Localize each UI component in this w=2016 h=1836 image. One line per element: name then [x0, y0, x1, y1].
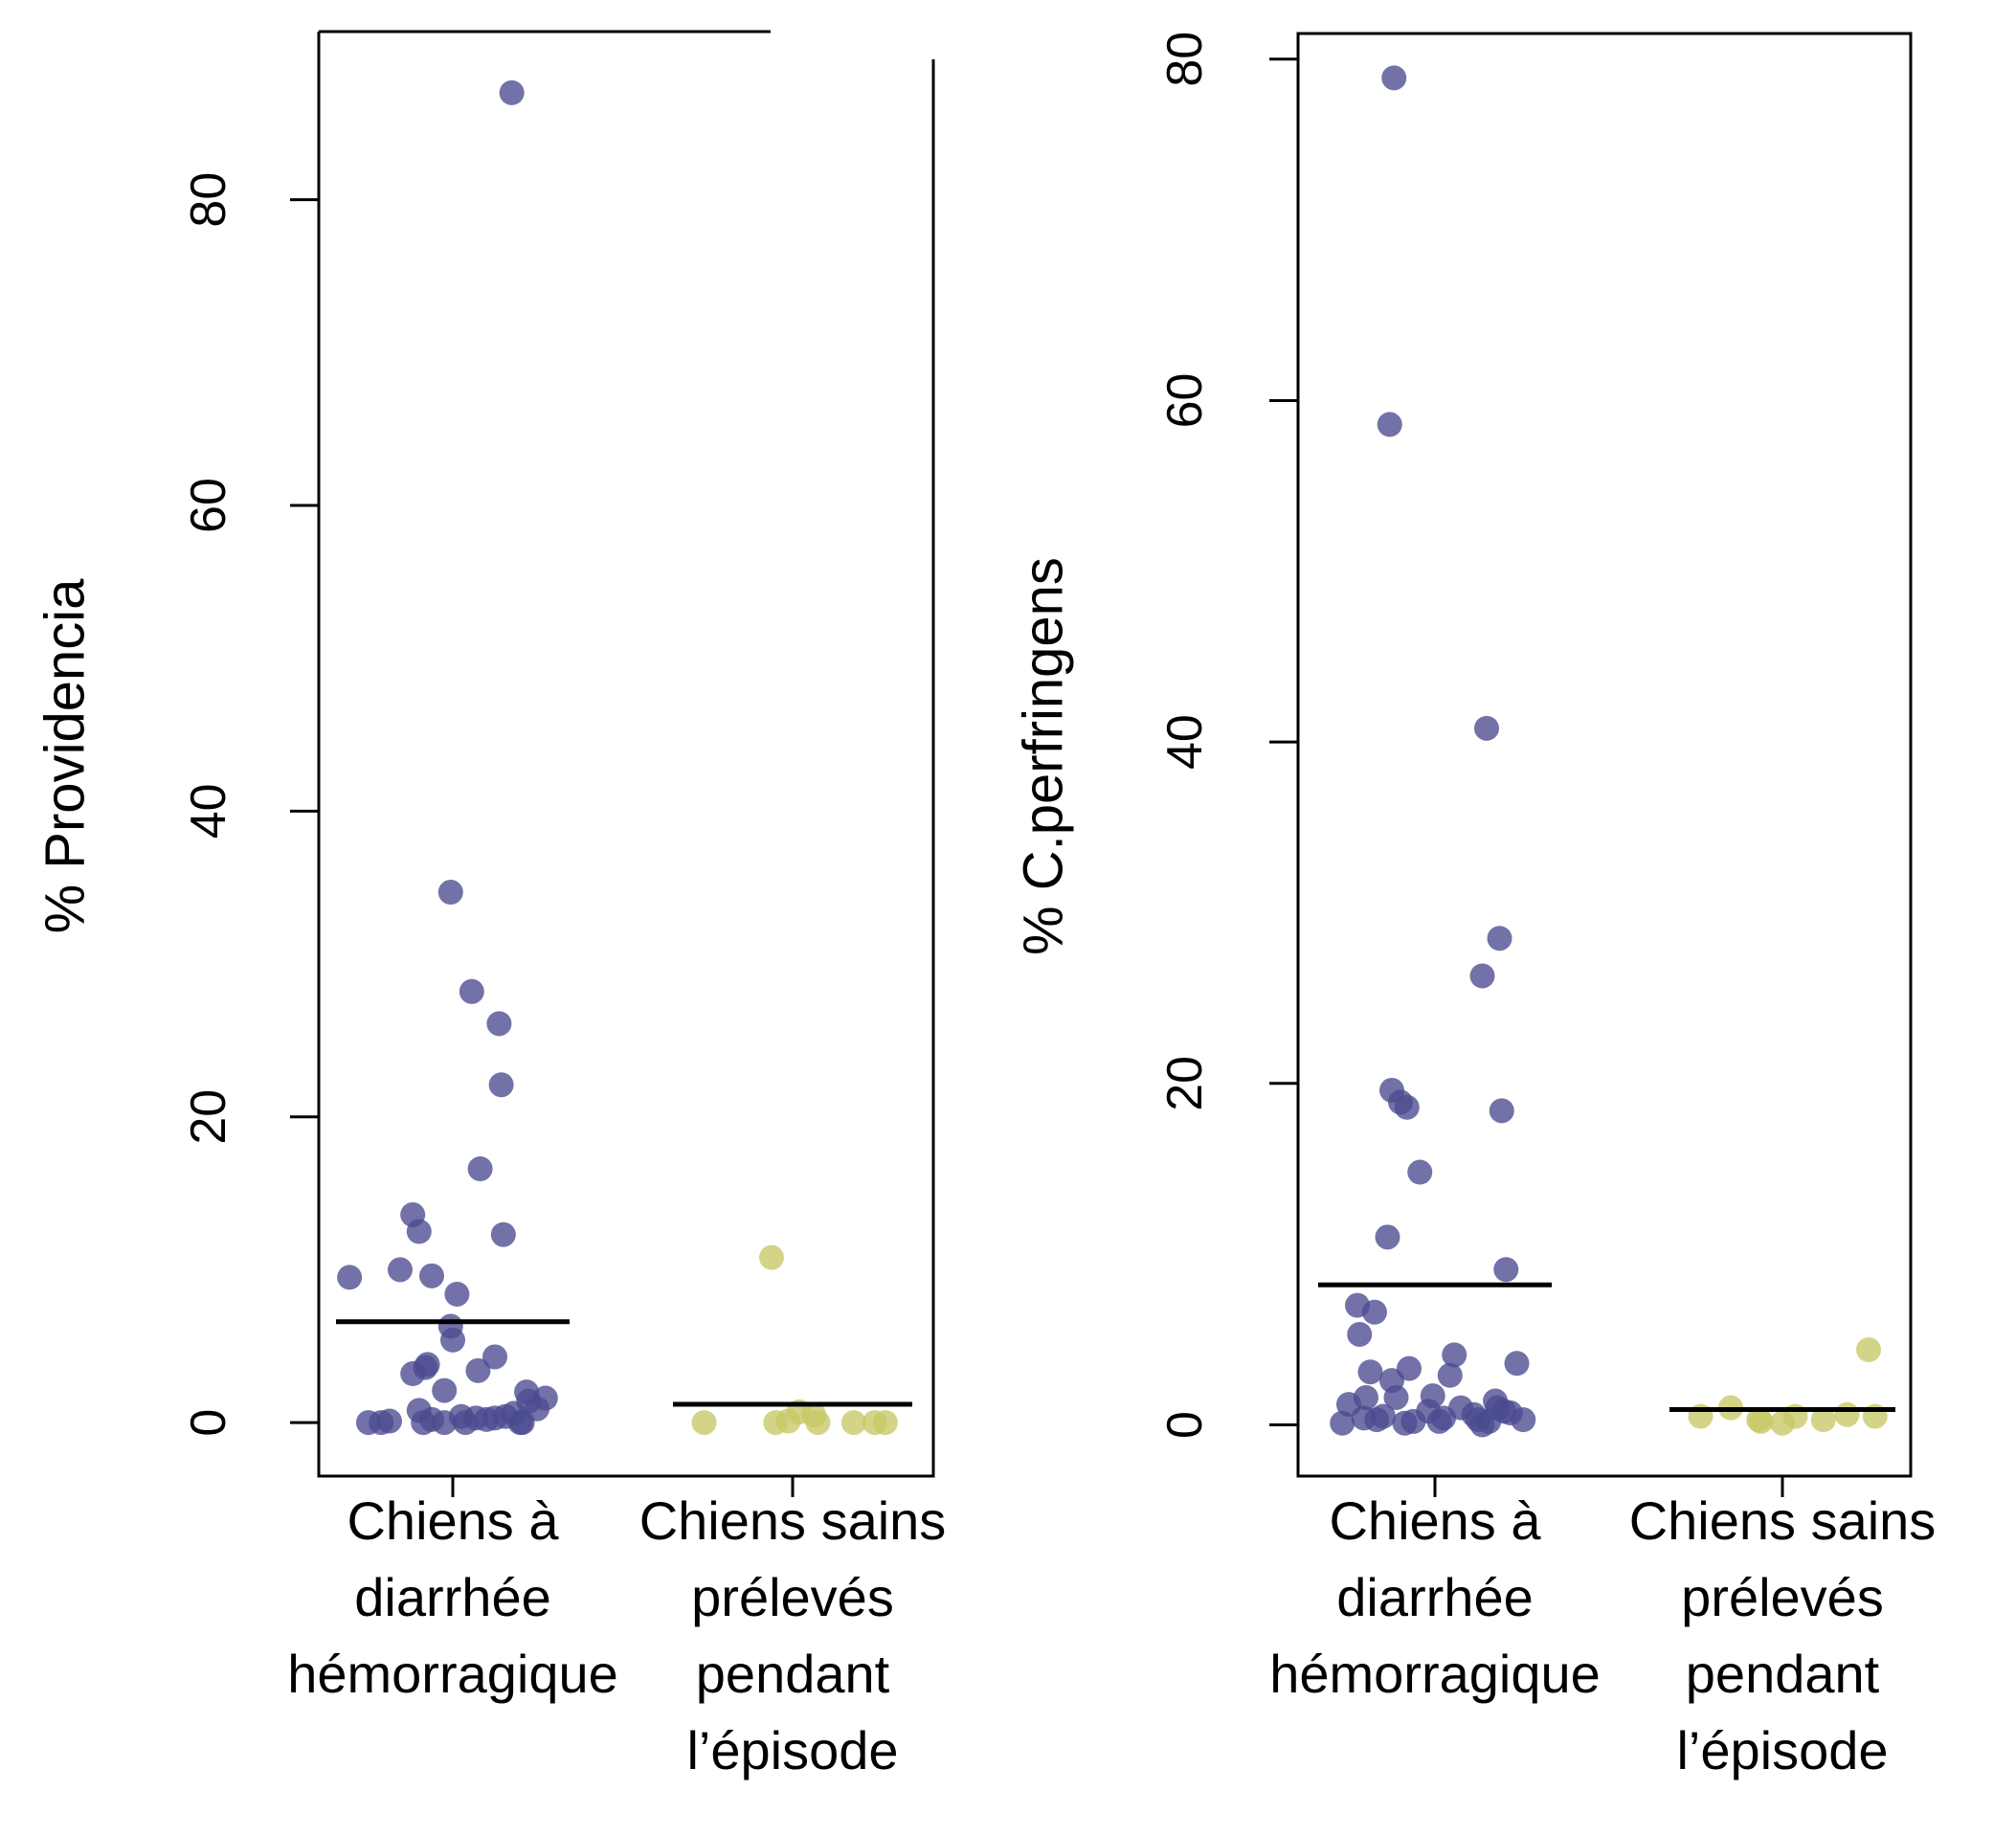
data-point — [1489, 1098, 1514, 1124]
x-category-label: hémorragique — [287, 1644, 618, 1704]
data-point — [1504, 1351, 1530, 1377]
data-point — [1357, 1359, 1383, 1385]
data-point — [1834, 1401, 1860, 1427]
y-tick-label: 20 — [1157, 1056, 1213, 1111]
data-point — [1420, 1383, 1445, 1409]
data-point — [440, 1327, 465, 1353]
data-point — [1361, 1299, 1387, 1325]
data-point — [1383, 1384, 1409, 1410]
data-point — [840, 1410, 866, 1436]
y-axis-label: % Providencia — [34, 578, 97, 933]
y-tick-label: 0 — [181, 1409, 236, 1437]
data-point — [337, 1265, 363, 1290]
data-point — [1810, 1407, 1836, 1433]
data-point — [1487, 926, 1512, 952]
y-tick-label: 0 — [1157, 1411, 1213, 1439]
data-point — [1381, 65, 1407, 91]
data-point — [1396, 1355, 1422, 1381]
data-point — [1469, 963, 1495, 989]
y-tick-label: 20 — [181, 1089, 236, 1145]
data-point — [1377, 412, 1402, 437]
x-category-label: diarrhée — [354, 1567, 550, 1627]
y-tick-label: 80 — [181, 172, 236, 228]
data-point — [1442, 1342, 1467, 1368]
x-category-label: pendant — [1686, 1644, 1880, 1704]
y-tick-label: 60 — [1157, 373, 1213, 429]
x-category-label: pendant — [696, 1644, 890, 1704]
data-point — [459, 978, 484, 1004]
data-point — [488, 1072, 514, 1098]
data-point — [758, 1244, 784, 1270]
data-point — [1353, 1384, 1378, 1410]
data-point — [1347, 1321, 1373, 1347]
plot-frame — [317, 32, 935, 1478]
data-point — [532, 1385, 558, 1411]
data-point — [1437, 1362, 1463, 1388]
y-tick-label: 40 — [1157, 714, 1213, 770]
data-point — [444, 1281, 470, 1307]
x-category-label: diarrhée — [1336, 1567, 1533, 1627]
data-point — [414, 1352, 440, 1377]
data-point — [418, 1263, 444, 1288]
y-tick-label: 80 — [1157, 32, 1213, 87]
x-category-label: Chiens sains — [1629, 1490, 1937, 1551]
data-point — [1474, 715, 1500, 741]
data-point — [437, 880, 463, 906]
data-point — [1493, 1257, 1519, 1283]
data-point — [376, 1408, 402, 1434]
data-point — [490, 1221, 516, 1247]
data-point — [387, 1257, 413, 1283]
data-point — [482, 1344, 508, 1370]
data-point — [1407, 1159, 1433, 1185]
data-point — [1394, 1094, 1420, 1120]
plot-frame — [1296, 32, 1913, 1478]
data-point — [1330, 1410, 1355, 1436]
data-point — [691, 1410, 717, 1436]
x-category-label: prélevés — [691, 1567, 894, 1627]
y-tick-label: 40 — [181, 783, 236, 839]
data-point — [872, 1410, 898, 1436]
x-category-label: Chiens à — [1329, 1490, 1541, 1551]
x-category-label: Chiens à — [347, 1490, 559, 1551]
x-category-label: l’épisode — [686, 1720, 898, 1780]
data-point — [499, 79, 525, 105]
providencia-panel: 0 20 40 60 80 % Providencia Chiens à diarrhée hé… — [34, 30, 947, 1780]
data-point — [465, 1357, 491, 1383]
data-point — [432, 1377, 458, 1403]
data-point — [1375, 1224, 1400, 1250]
data-point — [486, 1011, 512, 1037]
data-point — [805, 1410, 831, 1436]
x-category-label: l’épisode — [1676, 1720, 1888, 1780]
x-category-label: Chiens sains — [639, 1490, 947, 1551]
cperfringens-panel: 0 20 40 60 80 % C.perfringens Chiens à diarrhée… — [1013, 32, 1937, 1780]
y-tick-label: 60 — [181, 478, 236, 533]
data-point — [406, 1219, 432, 1244]
data-point — [1370, 1403, 1396, 1429]
y-axis-label: % C.perfringens — [1013, 557, 1075, 955]
data-point — [467, 1156, 493, 1182]
x-category-label: hémorragique — [1269, 1644, 1601, 1704]
data-point — [1856, 1337, 1882, 1363]
data-point — [1511, 1407, 1536, 1433]
data-point — [1748, 1408, 1774, 1434]
x-category-label: prélevés — [1681, 1567, 1884, 1627]
